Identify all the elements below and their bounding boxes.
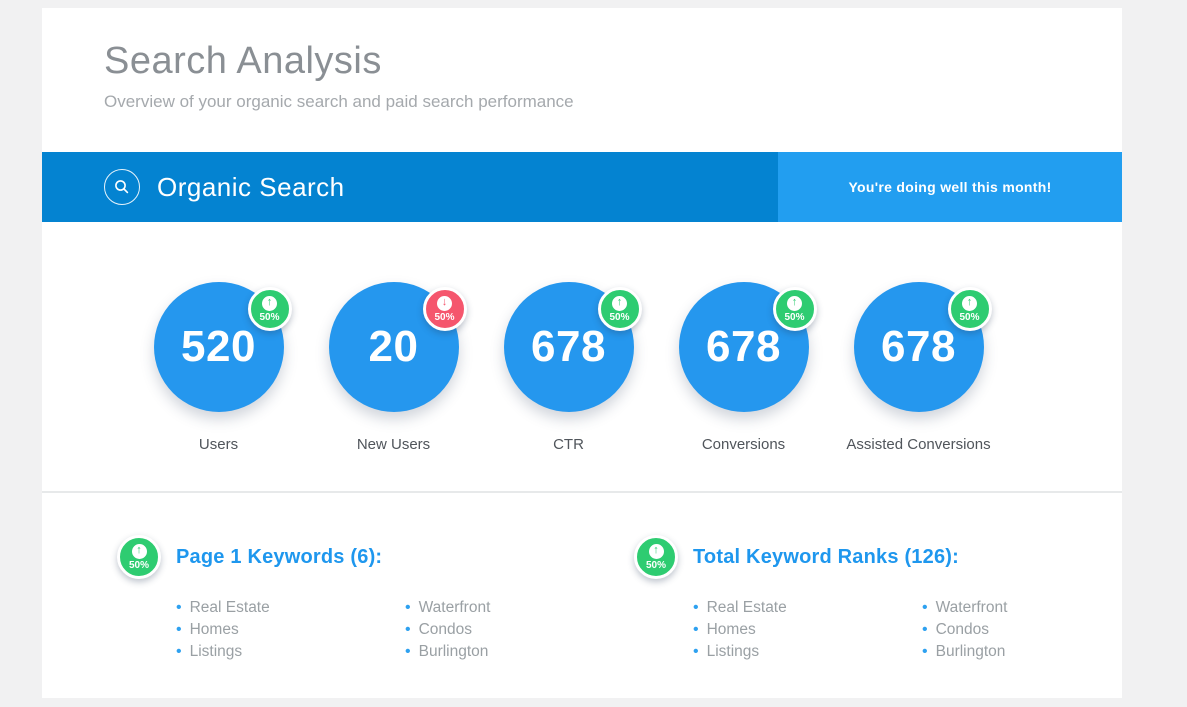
stat-conversions: 678 50% Conversions [656, 282, 831, 453]
keyword-item: Listings [693, 641, 922, 663]
change-percent: 50% [259, 311, 280, 323]
keyword-item: Real Estate [693, 597, 922, 619]
change-percent: 50% [645, 559, 666, 571]
banner-title-section: Organic Search [42, 152, 778, 222]
keyword-item: Listings [176, 641, 405, 663]
search-analysis-card: Search Analysis Overview of your organic… [42, 8, 1122, 698]
stat-value: 678 [706, 322, 781, 371]
keywords-row: 50% Page 1 Keywords (6): Real Estate Hom… [42, 535, 1122, 663]
keywords-column: Real Estate Homes Listings [693, 597, 922, 663]
page-header: Search Analysis Overview of your organic… [42, 8, 1122, 112]
stat-circle: 678 50% [853, 282, 992, 412]
arrow-up-icon [612, 295, 627, 311]
banner-message: You're doing well this month! [848, 179, 1052, 195]
arrow-up-icon [648, 543, 664, 559]
keyword-item: Homes [176, 619, 405, 641]
arrow-up-icon [787, 295, 802, 311]
keywords-title: Total Keyword Ranks (126): [693, 545, 960, 568]
keyword-item: Homes [693, 619, 922, 641]
change-percent: 50% [128, 559, 149, 571]
keyword-item: Real Estate [176, 597, 405, 619]
arrow-up-icon [262, 295, 277, 311]
search-icon [104, 169, 140, 205]
keyword-item: Burlington [922, 641, 1151, 663]
stat-circle: 20 50% [328, 282, 467, 412]
stat-value: 678 [531, 322, 606, 371]
keyword-item: Condos [922, 619, 1151, 641]
stat-circle: 520 50% [153, 282, 292, 412]
arrow-up-icon [131, 543, 147, 559]
keywords-title: Page 1 Keywords (6): [176, 545, 383, 568]
stat-label: Assisted Conversions [846, 436, 991, 453]
page-1-keywords-section: 50% Page 1 Keywords (6): Real Estate Hom… [117, 535, 634, 663]
keyword-item: Waterfront [922, 597, 1151, 619]
change-percent: 50% [959, 311, 980, 323]
change-percent: 50% [609, 311, 630, 323]
keywords-list: Real Estate Homes Listings Waterfront Co… [693, 597, 1151, 663]
stat-label: Users [198, 436, 239, 453]
keywords-header: 50% Total Keyword Ranks (126): [634, 535, 1151, 579]
keywords-column: Real Estate Homes Listings [176, 597, 405, 663]
change-percent: 50% [434, 311, 455, 323]
stat-new-users: 20 50% New Users [306, 282, 481, 453]
arrow-down-icon [437, 295, 452, 311]
banner-message-section: You're doing well this month! [778, 152, 1122, 222]
change-percent: 50% [784, 311, 805, 323]
stat-value: 520 [181, 322, 256, 371]
page-subtitle: Overview of your organic search and paid… [104, 92, 574, 111]
change-badge: 50% [597, 287, 642, 331]
stat-users: 520 50% Users [131, 282, 306, 453]
stat-value: 678 [881, 322, 956, 371]
change-badge: 50% [947, 287, 992, 331]
change-badge: 50% [422, 287, 467, 331]
stats-row: 520 50% Users 20 50% New Users 678 [42, 282, 1122, 453]
page-title: Search Analysis [104, 40, 382, 82]
change-badge: 50% [117, 535, 161, 579]
keyword-item: Condos [405, 619, 634, 641]
stat-ctr: 678 50% CTR [481, 282, 656, 453]
stat-circle: 678 50% [503, 282, 642, 412]
stat-circle: 678 50% [678, 282, 817, 412]
keywords-column: Waterfront Condos Burlington [922, 597, 1151, 663]
stat-assisted-conversions: 678 50% Assisted Conversions [831, 282, 1006, 453]
arrow-up-icon [962, 295, 977, 311]
stat-label: New Users [356, 436, 431, 453]
keywords-column: Waterfront Condos Burlington [405, 597, 634, 663]
keyword-item: Waterfront [405, 597, 634, 619]
keyword-item: Burlington [405, 641, 634, 663]
change-badge: 50% [772, 287, 817, 331]
banner-title: Organic Search [157, 171, 345, 202]
stat-label: CTR [553, 436, 584, 453]
organic-search-banner: Organic Search You're doing well this mo… [42, 152, 1122, 222]
section-divider [42, 491, 1122, 493]
keywords-list: Real Estate Homes Listings Waterfront Co… [176, 597, 634, 663]
change-badge: 50% [634, 535, 678, 579]
total-keyword-ranks-section: 50% Total Keyword Ranks (126): Real Esta… [634, 535, 1151, 663]
change-badge: 50% [247, 287, 292, 331]
stat-label: Conversions [701, 436, 786, 453]
stat-value: 20 [368, 322, 419, 371]
keywords-header: 50% Page 1 Keywords (6): [117, 535, 634, 579]
